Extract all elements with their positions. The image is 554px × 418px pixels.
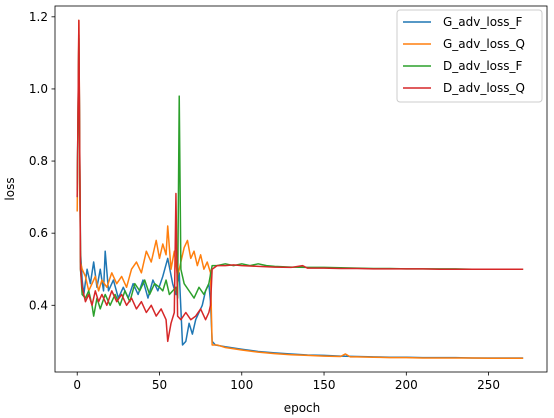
- y-tick-label: 0.6: [29, 226, 48, 240]
- x-axis-label: epoch: [284, 401, 321, 415]
- legend-label: D_adv_loss_F: [443, 59, 522, 73]
- legend-box: [396, 9, 543, 103]
- axes: 0 50 100 150 200 250 0.4 0.6 0.8 1.0 1.2: [29, 5, 548, 392]
- y-axis-label: loss: [3, 177, 17, 200]
- legend-label: G_adv_loss_F: [443, 15, 523, 29]
- x-tick-label: 200: [395, 378, 418, 392]
- x-tick-label: 50: [152, 378, 167, 392]
- y-tick-label: 0.4: [29, 298, 48, 312]
- x-tick-label: 150: [313, 378, 336, 392]
- y-tick-label: 1.0: [29, 82, 48, 96]
- legend: G_adv_loss_F G_adv_loss_Q D_adv_loss_F D_ad…: [396, 9, 543, 103]
- plot-area: [76, 19, 524, 360]
- series-line-2: [76, 19, 524, 360]
- x-tick-label: 0: [73, 378, 81, 392]
- axes-frame: [54, 5, 548, 373]
- legend-label: D_adv_loss_Q: [443, 81, 525, 95]
- y-tick-label: 0.8: [29, 154, 48, 168]
- x-tick-label: 250: [477, 378, 500, 392]
- x-tick-label: 100: [230, 378, 253, 392]
- legend-label: G_adv_loss_Q: [443, 37, 525, 51]
- series-line-4: [76, 19, 524, 343]
- y-tick-label: 1.2: [29, 10, 48, 24]
